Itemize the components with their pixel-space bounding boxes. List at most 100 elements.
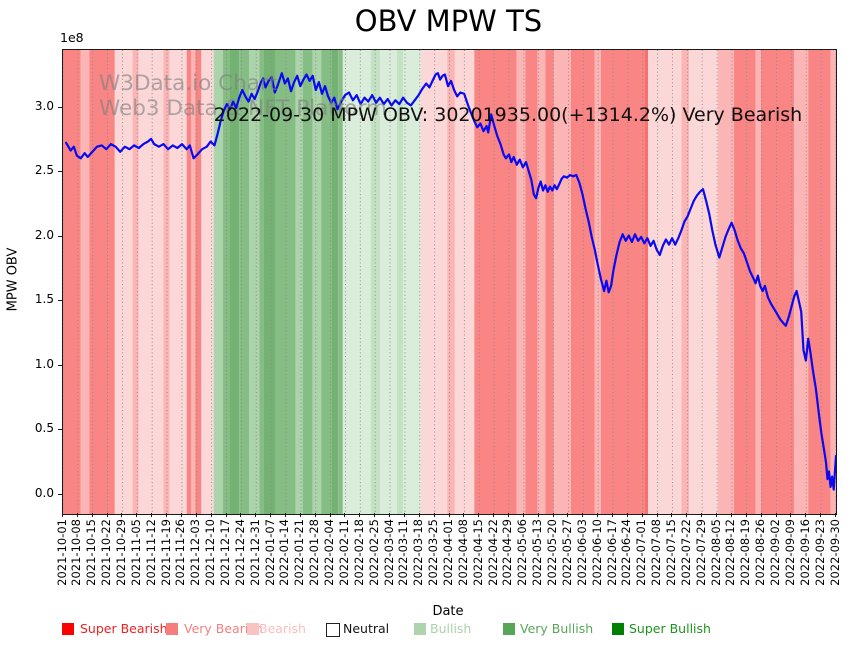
x-tick-mark <box>166 513 168 517</box>
legend-swatch <box>62 623 74 635</box>
legend-swatch <box>503 623 515 635</box>
sentiment-band-bu <box>312 50 322 514</box>
legend-label: Neutral <box>343 621 390 636</box>
x-tick-label: 2022-06-03 <box>574 519 589 586</box>
chart-title: OBV MPW TS <box>354 4 543 38</box>
sentiment-band-b <box>447 50 455 514</box>
sentiment-band-pp <box>648 50 682 514</box>
x-tick-mark <box>597 513 599 517</box>
x-tick-mark <box>418 513 420 517</box>
x-axis-label: Date <box>432 604 464 619</box>
x-tick-mark <box>106 513 108 517</box>
x-tick-label: 2021-12-03 <box>188 519 203 586</box>
sentiment-band-b <box>537 50 546 514</box>
sentiment-band-b <box>516 50 526 514</box>
sentiment-band-bu2 <box>370 50 380 514</box>
x-tick-mark <box>433 513 435 517</box>
x-tick-mark <box>448 513 450 517</box>
sentiment-band-b <box>163 50 170 514</box>
x-tick-mark <box>626 513 628 517</box>
x-tick-label: 2021-11-26 <box>173 519 188 586</box>
legend-label: Bullish <box>430 621 472 636</box>
x-tick-label: 2021-10-29 <box>113 519 128 586</box>
sentiment-band-vb <box>601 50 645 514</box>
sentiment-band-b <box>594 50 601 514</box>
x-tick-label: 2022-02-11 <box>336 519 351 586</box>
x-tick-label: 2022-06-17 <box>604 519 619 586</box>
sentiment-band-vb <box>195 50 202 514</box>
legend-swatch <box>612 623 624 635</box>
y-tick-mark <box>58 235 62 237</box>
x-tick-label: 2022-01-21 <box>292 519 307 586</box>
x-tick-label: 2022-05-13 <box>530 519 545 586</box>
x-tick-label: 2022-04-08 <box>455 519 470 586</box>
latest-value-annotation: 2022-09-30 MPW OBV: 30201935.00(+1314.2%… <box>213 104 803 126</box>
y-tick-label: 3.0 <box>34 99 54 113</box>
x-tick-mark <box>537 513 539 517</box>
x-tick-mark <box>745 513 747 517</box>
sentiment-band-vb <box>89 50 115 514</box>
x-tick-mark <box>329 513 331 517</box>
x-tick-mark <box>389 513 391 517</box>
x-tick-label: 2022-04-15 <box>470 519 485 586</box>
x-tick-mark <box>507 513 509 517</box>
sentiment-band-vbu <box>259 50 264 514</box>
sentiment-band-bu <box>213 50 224 514</box>
x-tick-label: 2022-07-22 <box>678 519 693 586</box>
x-tick-label: 2022-06-10 <box>589 519 604 586</box>
sentiment-band-b <box>553 50 571 514</box>
x-tick-mark <box>552 513 554 517</box>
sentiment-band-b <box>794 50 809 514</box>
x-tick-mark <box>478 513 480 517</box>
y-tick-label: 1.0 <box>34 356 54 371</box>
sentiment-band-vb <box>570 50 595 514</box>
y-tick-label: 0.5 <box>34 421 54 436</box>
y-tick-mark <box>58 493 62 495</box>
sentiment-legend: Super Bearish Very Bearish Bearish Neutral B… <box>0 620 853 642</box>
x-tick-label: 2021-11-12 <box>143 519 158 586</box>
x-tick-mark <box>299 513 301 517</box>
x-tick-label: 2022-01-14 <box>277 519 292 586</box>
legend-swatch <box>247 623 259 635</box>
x-tick-label: 2022-02-25 <box>366 519 381 586</box>
sentiment-band-vb2 <box>644 50 649 514</box>
x-tick-mark <box>612 513 614 517</box>
sentiment-band-pg <box>379 50 397 514</box>
x-tick-mark <box>463 513 465 517</box>
x-tick-label: 2022-07-15 <box>663 519 678 586</box>
sentiment-band-vbu2 <box>263 50 276 514</box>
x-tick-mark <box>225 513 227 517</box>
sentiment-band-b <box>830 50 836 514</box>
sentiment-band-vbu <box>302 50 313 514</box>
x-tick-mark <box>790 513 792 517</box>
x-tick-mark <box>835 513 836 517</box>
x-tick-label: 2022-08-26 <box>753 519 768 586</box>
x-tick-mark <box>314 513 316 517</box>
sentiment-band-vb <box>761 50 795 514</box>
x-tick-label: 2022-03-25 <box>426 519 441 586</box>
legend-label: Super Bearish <box>80 621 168 636</box>
sentiment-band-bu <box>295 50 303 514</box>
x-tick-label: 2022-07-29 <box>693 519 708 586</box>
x-tick-label: 2022-09-02 <box>768 519 783 586</box>
legend-swatch <box>414 623 426 635</box>
x-tick-mark <box>820 513 822 517</box>
sentiment-band-b <box>717 50 734 514</box>
x-tick-mark <box>62 513 63 517</box>
x-tick-label: 2022-05-06 <box>515 519 530 586</box>
y-tick-mark <box>58 107 62 108</box>
x-tick-mark <box>91 513 93 517</box>
x-tick-mark <box>195 513 197 517</box>
legend-label: Very Bearish <box>184 621 263 636</box>
x-tick-mark <box>374 513 376 517</box>
x-tick-mark <box>775 513 777 517</box>
plot-area: W3Data.io Chart Web3 Data & NFT Platform… <box>62 49 837 515</box>
x-tick-label: 2022-03-11 <box>396 519 411 586</box>
x-tick-mark <box>344 513 346 517</box>
x-tick-mark <box>493 513 495 517</box>
x-tick-label: 2021-12-10 <box>203 519 218 586</box>
x-tick-mark <box>270 513 272 517</box>
x-tick-label: 2022-01-28 <box>307 519 322 586</box>
y-axis-offset-text: 1e8 <box>60 30 84 45</box>
